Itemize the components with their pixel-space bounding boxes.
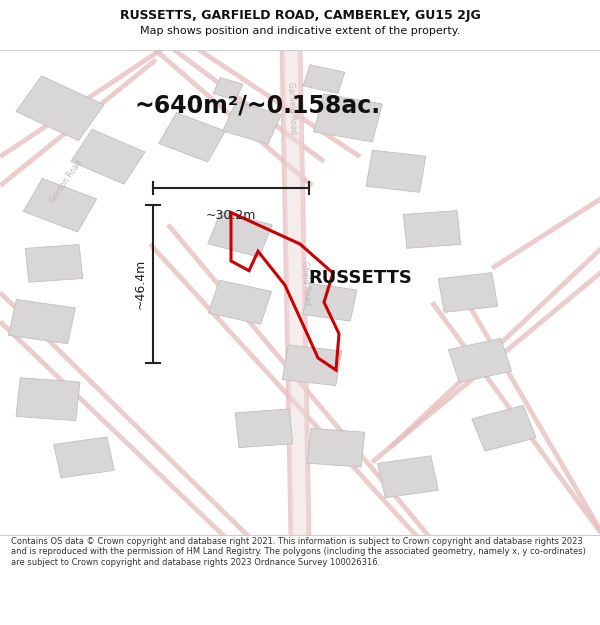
- Polygon shape: [448, 338, 512, 382]
- Polygon shape: [158, 112, 226, 162]
- Polygon shape: [208, 280, 272, 324]
- Polygon shape: [54, 437, 114, 478]
- Text: RUSSETTS, GARFIELD ROAD, CAMBERLEY, GU15 2JG: RUSSETTS, GARFIELD ROAD, CAMBERLEY, GU15…: [119, 9, 481, 22]
- Polygon shape: [303, 65, 345, 93]
- Polygon shape: [23, 179, 97, 232]
- Text: ~30.2m: ~30.2m: [206, 209, 256, 222]
- Polygon shape: [366, 150, 426, 192]
- Polygon shape: [282, 345, 342, 386]
- Polygon shape: [314, 94, 382, 142]
- Polygon shape: [235, 409, 293, 447]
- Polygon shape: [8, 299, 76, 344]
- Polygon shape: [71, 129, 145, 184]
- Polygon shape: [403, 211, 461, 248]
- Text: Gordon Road: Gordon Road: [48, 158, 84, 204]
- Polygon shape: [439, 272, 497, 312]
- Polygon shape: [307, 428, 365, 467]
- Text: ~640m²/~0.158ac.: ~640m²/~0.158ac.: [135, 94, 381, 118]
- Polygon shape: [208, 211, 272, 258]
- Polygon shape: [25, 244, 83, 282]
- Polygon shape: [223, 101, 281, 144]
- Polygon shape: [377, 456, 439, 498]
- Polygon shape: [303, 283, 357, 321]
- Polygon shape: [16, 378, 80, 421]
- Text: Gfield Road: Gfield Road: [301, 261, 311, 305]
- Polygon shape: [472, 406, 536, 451]
- Text: Garfield Road: Garfield Road: [286, 82, 298, 134]
- Text: Contains OS data © Crown copyright and database right 2021. This information is : Contains OS data © Crown copyright and d…: [11, 537, 586, 567]
- Text: Map shows position and indicative extent of the property.: Map shows position and indicative extent…: [140, 26, 460, 36]
- Polygon shape: [213, 78, 243, 100]
- Text: ~46.4m: ~46.4m: [133, 259, 146, 309]
- Polygon shape: [16, 76, 104, 141]
- Text: RUSSETTS: RUSSETTS: [308, 269, 412, 287]
